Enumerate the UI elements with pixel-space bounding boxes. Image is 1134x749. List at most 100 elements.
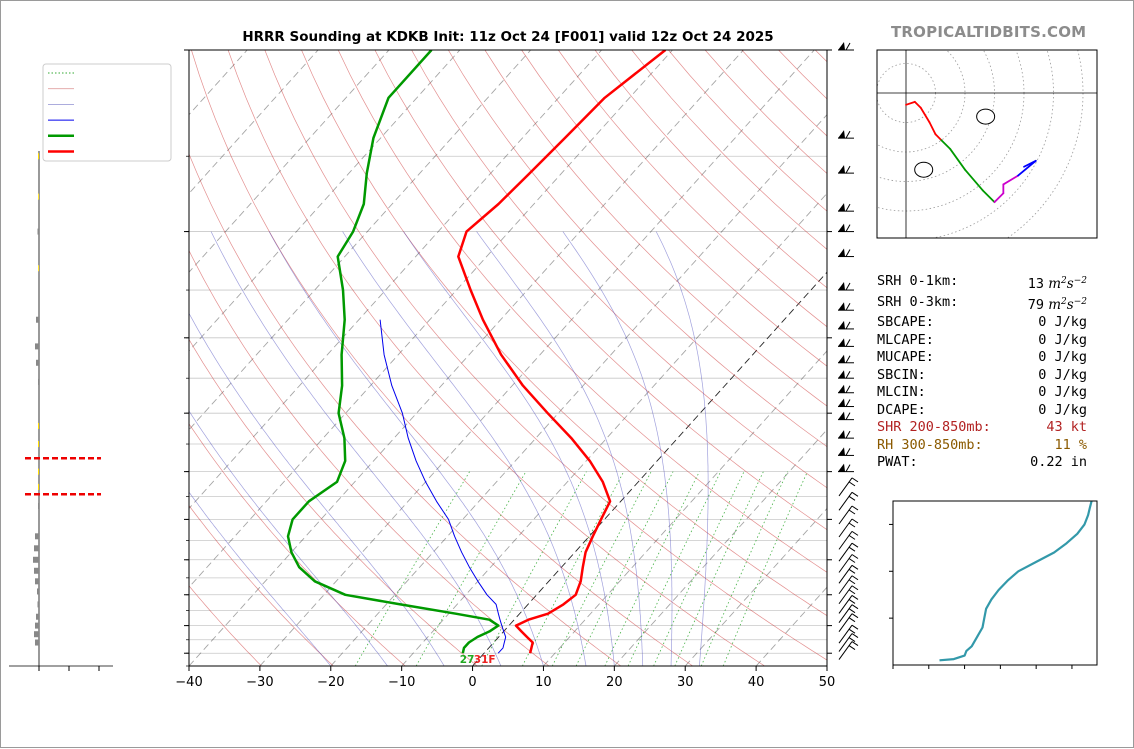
x-tick-label: 20 [606, 675, 623, 690]
hodograph-segment [1003, 176, 1018, 185]
hodograph-segment [921, 108, 930, 123]
wind-barb [838, 203, 854, 211]
wind-barb [838, 412, 854, 420]
x-tick-label: 10 [535, 675, 552, 690]
stat-value: 0 J/kg [1038, 332, 1087, 350]
stat-number: 43 kt [1046, 419, 1087, 435]
barb-staff [839, 625, 852, 643]
stat-row: MLCIN: 0 J/kg [877, 384, 1087, 402]
stat-label: SRH 0-1km: [877, 273, 958, 294]
storm-motion-marker [915, 162, 933, 177]
barb-flag [846, 339, 850, 346]
omega-bar [36, 614, 39, 620]
stat-label: SBCAPE: [877, 314, 934, 332]
stat-label: MLCAPE: [877, 332, 934, 350]
omega-bar [38, 484, 39, 490]
dry-adiabat [265, 50, 837, 666]
barb-flag [846, 448, 850, 455]
stat-value: 0 J/kg [1038, 314, 1087, 332]
x-tick-label: 40 [748, 675, 765, 690]
stat-number: 0 J/kg [1038, 367, 1087, 383]
hodograph-segment [915, 102, 921, 108]
x-tick-label: 30 [677, 675, 694, 690]
barb-flag [852, 625, 858, 629]
stat-number: 0 J/kg [1038, 384, 1087, 400]
barb-pennant [838, 355, 845, 363]
barb-staff [839, 642, 852, 660]
barb-flag [846, 225, 850, 232]
stat-unit: m2s−2 [1044, 297, 1087, 313]
stat-label: RH 300-850mb: [877, 437, 983, 455]
omega-bar [34, 568, 39, 574]
storm-motion-marker [977, 109, 995, 124]
omega-bar [35, 623, 39, 629]
wind-barb [839, 634, 858, 652]
stat-row: SRH 0-3km:79 m2s−2 [877, 294, 1087, 315]
wind-barb [838, 302, 854, 310]
stat-label: SHR 200-850mb: [877, 419, 991, 437]
isotherm [331, 50, 885, 666]
barb-flag [849, 599, 855, 603]
barb-staff [839, 614, 852, 632]
omega-bar [36, 360, 39, 366]
wind-barb [839, 531, 858, 549]
barb-pennant [838, 302, 845, 310]
barb-flag [852, 478, 858, 482]
barb-pennant [838, 412, 845, 420]
stat-number: 0 J/kg [1038, 314, 1087, 330]
omega-bar [38, 423, 39, 429]
wind-barb [839, 595, 858, 613]
wind-barb [839, 478, 858, 496]
theta-e-frame [893, 501, 1097, 665]
hodograph-segment [950, 149, 965, 170]
pseudoadiabat [150, 232, 445, 666]
stat-value: 0.22 in [1030, 454, 1087, 472]
wind-barb [838, 355, 854, 363]
stat-row: SBCAPE: 0 J/kg [877, 314, 1087, 332]
omega-bar [38, 229, 40, 235]
omega-bar [34, 545, 39, 551]
mixing-ratio-line [605, 472, 700, 666]
barb-flag [849, 535, 855, 539]
barb-flag [849, 482, 855, 486]
barb-pennant [838, 321, 845, 329]
wind-barb [838, 249, 854, 257]
stat-label: MUCAPE: [877, 349, 934, 367]
barb-flag [846, 166, 850, 173]
stat-row: SRH 0-1km: 13 m2s−2 [877, 273, 1087, 294]
barb-flag [849, 569, 855, 573]
barb-pennant [838, 370, 845, 378]
wind-barb [838, 282, 854, 290]
barb-flag [852, 576, 858, 580]
barb-flag [846, 43, 850, 50]
barb-staff [839, 595, 852, 613]
x-tick-label: −40 [175, 675, 202, 690]
barb-flag [849, 523, 855, 527]
pseudoadiabat [211, 232, 501, 666]
stat-number: 0 J/kg [1038, 402, 1087, 418]
stat-value: 13 m2s−2 [1028, 273, 1087, 294]
barb-flag [846, 413, 850, 420]
surface-temp-label: 31F [474, 654, 496, 666]
barb-flag [846, 465, 850, 472]
barb-pennant [838, 165, 845, 173]
hodograph-segment [983, 190, 995, 202]
wind-barbs [838, 42, 858, 660]
barb-flag [852, 565, 858, 569]
barb-flag [846, 386, 850, 393]
hodograph-panel [729, 1, 1097, 270]
omega-bar [34, 631, 39, 637]
stat-label: MLCIN: [877, 384, 926, 402]
pseudoadiabat [404, 232, 615, 666]
barb-flag [849, 638, 855, 642]
barb-flag [852, 634, 858, 638]
barb-staff [839, 478, 852, 496]
omega-bar [35, 578, 39, 584]
wind-barb [838, 447, 854, 455]
omega-bar [38, 379, 39, 385]
barb-flag [846, 400, 850, 407]
stat-value: 43 kt [1046, 419, 1087, 437]
barb-flag [849, 609, 855, 613]
stat-value: 0 J/kg [1038, 349, 1087, 367]
